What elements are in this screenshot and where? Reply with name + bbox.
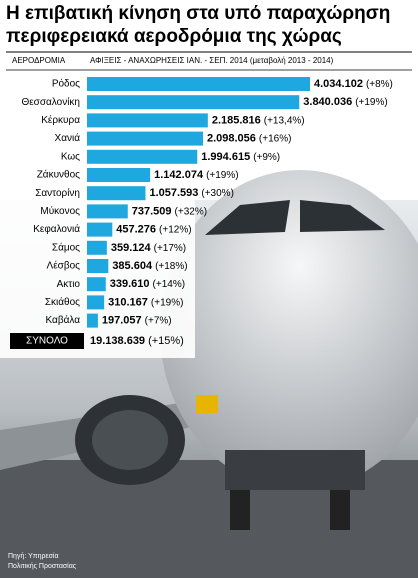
value-change: (+16%) xyxy=(259,133,292,144)
category-label: Μύκονος xyxy=(40,205,80,217)
value-number: 1.142.074 xyxy=(154,169,204,181)
value-label: 1.994.615 (+9%) xyxy=(201,151,280,163)
value-number: 385.604 xyxy=(112,260,153,272)
bar xyxy=(87,313,98,328)
bar xyxy=(87,186,146,201)
value-change: (+19%) xyxy=(355,97,388,108)
value-change: (+19%) xyxy=(206,170,239,181)
bar xyxy=(87,131,203,146)
value-change: (+8%) xyxy=(366,79,393,90)
bar xyxy=(87,204,128,219)
category-label: Καβάλα xyxy=(46,314,81,326)
value-change: (+9%) xyxy=(253,151,280,162)
bar xyxy=(87,240,107,255)
value-number: 737.509 xyxy=(132,205,172,217)
value-label: 339.610 (+14%) xyxy=(110,278,185,290)
value-label: 385.604 (+18%) xyxy=(112,260,187,272)
value-label: 1.057.593 (+30%) xyxy=(149,187,233,199)
value-number: 457.276 xyxy=(116,224,156,236)
value-number: 3.840.036 xyxy=(303,96,352,108)
category-label: Κέρκυρα xyxy=(41,114,80,126)
bar xyxy=(87,113,208,128)
bar xyxy=(87,295,105,310)
chart-title: Η επιβατική κίνηση στα υπό παραχώρηση xyxy=(6,3,390,24)
value-number: 310.167 xyxy=(108,296,148,308)
value-label: 197.057 (+7%) xyxy=(102,315,172,327)
category-label: Κεφαλονιά xyxy=(33,223,80,235)
value-number: 4.034.102 xyxy=(314,78,363,90)
bar xyxy=(87,95,300,110)
value-number: 197.057 xyxy=(102,315,142,327)
value-label: 310.167 (+19%) xyxy=(108,296,183,308)
total-change: (+15%) xyxy=(148,335,184,347)
category-label: Ακτιο xyxy=(57,279,81,290)
value-change: (+32%) xyxy=(175,206,208,217)
value-number: 2.098.056 xyxy=(207,133,256,145)
total-number: 19.138.639 xyxy=(90,335,145,347)
source: Πηγή: Υπηρεσία xyxy=(8,552,59,560)
chart-title: περιφερειακά αεροδρόμια της χώρας xyxy=(6,26,342,47)
value-label: 4.034.102 (+8%) xyxy=(314,78,393,90)
value-number: 2.185.816 xyxy=(212,114,261,126)
value-number: 1.994.615 xyxy=(201,151,250,163)
value-number: 339.610 xyxy=(110,278,150,290)
bar xyxy=(87,277,106,292)
value-change: (+30%) xyxy=(201,188,234,199)
value-label: 737.509 (+32%) xyxy=(132,205,207,217)
category-label: Κως xyxy=(61,151,80,162)
value-number: 1.057.593 xyxy=(149,187,198,199)
value-label: 1.142.074 (+19%) xyxy=(154,169,238,181)
bar xyxy=(87,149,198,164)
value-number: 359.124 xyxy=(111,242,152,254)
value-change: (+17%) xyxy=(154,242,187,253)
value-change: (+7%) xyxy=(145,315,172,326)
value-label: 2.185.816 (+13,4%) xyxy=(212,114,305,126)
value-label: 457.276 (+12%) xyxy=(116,224,191,236)
bar xyxy=(87,222,113,237)
value-change: (+13,4%) xyxy=(264,115,305,126)
value-label: 2.098.056 (+16%) xyxy=(207,133,291,145)
bar xyxy=(87,259,109,273)
source: Πολιτικής Προστασίας xyxy=(8,562,77,570)
value-change: (+12%) xyxy=(159,224,192,235)
column-header: ΑΕΡΟΔΡΟΜΙΑ xyxy=(12,56,66,65)
value-label: 3.840.036 (+19%) xyxy=(303,96,387,108)
bar xyxy=(87,77,310,91)
total-label: ΣΥΝΟΛΟ xyxy=(26,336,68,347)
category-label: Σκιάθος xyxy=(45,296,80,308)
category-label: Χανιά xyxy=(55,132,81,144)
category-label: Σάμος xyxy=(52,241,80,253)
bar xyxy=(87,168,151,182)
total-value: 19.138.639 (+15%) xyxy=(90,335,184,347)
value-change: (+14%) xyxy=(153,279,186,290)
category-label: Θεσσαλονίκη xyxy=(21,96,80,108)
category-label: Ρόδος xyxy=(52,78,80,90)
column-header: ΑΦΙΞΕΙΣ - ΑΝΑΧΩΡΗΣΕΙΣ ΙΑΝ. - ΣΕΠ. 2014 (… xyxy=(90,56,334,65)
value-change: (+18%) xyxy=(155,261,188,272)
category-label: Σαντορίνη xyxy=(35,187,80,199)
value-change: (+19%) xyxy=(151,297,184,308)
category-label: Ζάκυνθος xyxy=(37,169,80,181)
total-box xyxy=(10,333,84,349)
value-label: 359.124 (+17%) xyxy=(111,242,186,254)
category-label: Λέσβος xyxy=(47,260,81,272)
